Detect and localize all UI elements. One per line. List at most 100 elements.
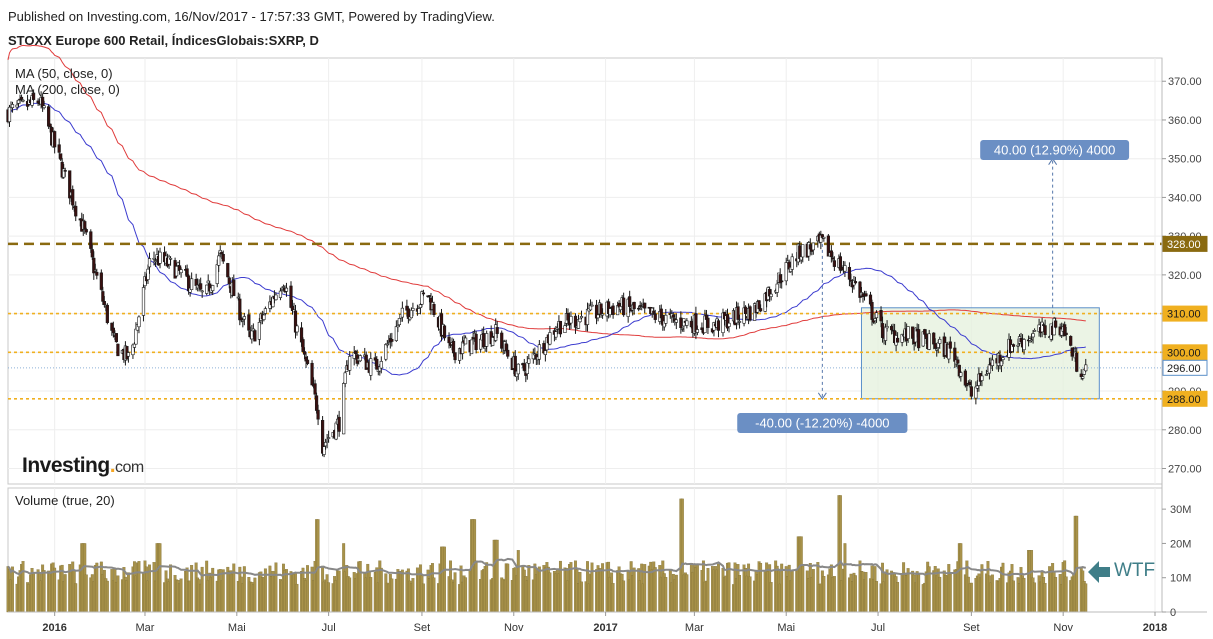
price-tick-label: 340.00 bbox=[1168, 192, 1202, 204]
volume-bar bbox=[1033, 582, 1037, 613]
candle-body bbox=[379, 361, 383, 369]
volume-bar bbox=[580, 581, 583, 613]
candle-body bbox=[999, 360, 1004, 367]
candle-body bbox=[911, 326, 915, 339]
level-tag: 310.00 bbox=[1167, 309, 1201, 321]
volume-bar bbox=[516, 550, 520, 613]
candle-body bbox=[838, 256, 843, 271]
investing-logo: Investing.com bbox=[22, 454, 144, 477]
candle-body bbox=[965, 384, 969, 387]
candle-body bbox=[397, 318, 401, 326]
candle-body bbox=[369, 358, 373, 376]
candle-body bbox=[504, 343, 508, 352]
volume-bar bbox=[917, 574, 921, 613]
time-tick-label: 2018 bbox=[1143, 622, 1167, 634]
level-lines bbox=[8, 242, 1162, 400]
candle-body bbox=[933, 343, 937, 349]
volume-ma-line bbox=[7, 557, 1086, 577]
candle-body bbox=[548, 332, 552, 345]
candle-body bbox=[611, 305, 615, 315]
candle-body bbox=[375, 358, 379, 370]
candle-body bbox=[491, 337, 495, 346]
candle-body bbox=[215, 264, 219, 284]
volume-bar bbox=[495, 539, 499, 613]
volume-bars bbox=[6, 495, 1088, 613]
volume-legend: Volume (true, 20) bbox=[15, 493, 115, 508]
candle-body bbox=[474, 333, 478, 351]
candle-body bbox=[590, 304, 594, 307]
candle-body bbox=[63, 170, 67, 172]
candle-body bbox=[42, 105, 46, 109]
candle-body bbox=[638, 305, 642, 307]
candle-body bbox=[759, 308, 763, 312]
candle-body bbox=[599, 303, 603, 315]
price-tick-label: 320.00 bbox=[1168, 270, 1202, 282]
candle-body bbox=[84, 229, 88, 233]
candle-body bbox=[278, 290, 283, 298]
volume-bar bbox=[990, 574, 994, 613]
candle-body bbox=[206, 280, 210, 284]
candle-body bbox=[153, 260, 158, 262]
volume-bar bbox=[811, 569, 815, 613]
volume-bar bbox=[790, 570, 794, 613]
candle-body bbox=[522, 363, 526, 371]
candle-body bbox=[784, 262, 788, 282]
volume-bar bbox=[464, 577, 468, 613]
candle-body bbox=[343, 372, 347, 384]
volume-bar bbox=[95, 562, 99, 613]
candle-body bbox=[421, 292, 426, 295]
candle-body bbox=[685, 320, 689, 326]
candle-body bbox=[596, 314, 600, 319]
volume-bar bbox=[674, 574, 678, 613]
candle-body bbox=[174, 266, 179, 277]
candle-body bbox=[314, 395, 319, 411]
candle-body bbox=[141, 287, 146, 316]
price-tick-label: 270.00 bbox=[1168, 464, 1202, 476]
volume-bar bbox=[285, 569, 288, 613]
candle-body bbox=[932, 332, 936, 345]
candle-body bbox=[516, 363, 520, 375]
candle-body bbox=[1054, 320, 1058, 328]
level-tag-bg bbox=[1162, 235, 1208, 252]
candle-body bbox=[71, 189, 75, 206]
time-tick-label: Nov bbox=[1053, 622, 1073, 634]
volume-bar bbox=[453, 572, 457, 613]
candle-body bbox=[217, 255, 221, 266]
candle-body bbox=[632, 301, 636, 310]
candle-body bbox=[16, 99, 21, 104]
volume-bar bbox=[706, 568, 710, 613]
volume-bar bbox=[875, 581, 878, 613]
candle-body bbox=[990, 359, 995, 366]
candle-body bbox=[1011, 344, 1016, 347]
time-tick-label: Nov bbox=[504, 622, 524, 634]
candle-body bbox=[221, 254, 225, 262]
candle-body bbox=[628, 296, 632, 307]
volume-bar bbox=[1084, 583, 1088, 613]
volume-bar bbox=[980, 564, 984, 613]
volume-bar bbox=[537, 566, 541, 613]
candle-body bbox=[853, 281, 858, 284]
candle-body bbox=[537, 344, 541, 360]
wtf-arrow-icon bbox=[1088, 561, 1110, 583]
candle-body bbox=[250, 330, 254, 340]
volume-bar bbox=[1064, 576, 1068, 613]
candles bbox=[6, 89, 1088, 458]
volume-bar bbox=[1012, 580, 1015, 613]
ma200-line bbox=[7, 44, 1086, 340]
candle-body bbox=[463, 337, 468, 345]
candle-body bbox=[585, 308, 590, 325]
candle-body bbox=[409, 309, 414, 319]
measure-down-label: -40.00 (-12.20%) -4000 bbox=[755, 416, 889, 431]
volume-bar bbox=[84, 574, 88, 613]
candle-body bbox=[384, 344, 388, 360]
candle-body bbox=[310, 362, 314, 386]
candle-body bbox=[168, 257, 173, 260]
volume-bar bbox=[369, 577, 373, 613]
candle-body bbox=[801, 244, 805, 258]
candle-body bbox=[737, 321, 742, 323]
candle-body bbox=[879, 310, 883, 322]
volume-bar bbox=[843, 543, 847, 613]
candle-body bbox=[874, 312, 879, 319]
candle-body bbox=[543, 350, 547, 355]
